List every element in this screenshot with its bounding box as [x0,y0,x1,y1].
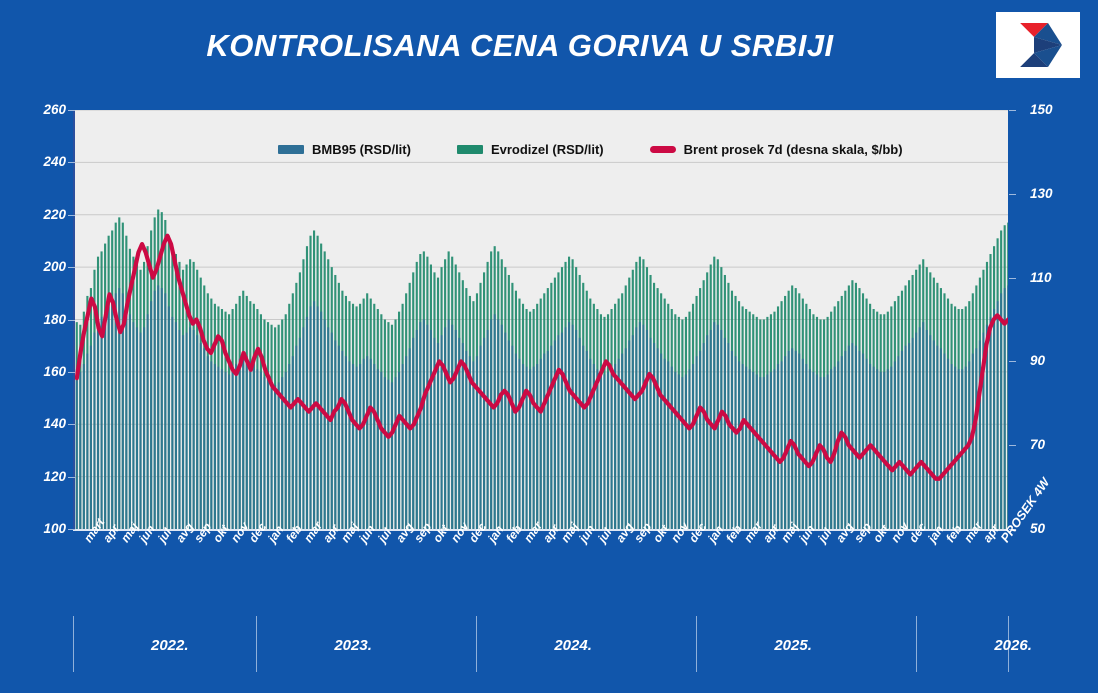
y-left-tickmark [68,424,75,426]
y-left-tickmark [68,110,75,111]
year-label-2022: 2022. [151,637,189,654]
y-left-tick-120: 120 [43,468,66,484]
series-bmb95-bars [75,285,1008,529]
y-left-tickmark [68,214,75,216]
y-right-tick-90: 90 [1030,353,1046,369]
legend: BMB95 (RSD/lit) Evrodizel (RSD/lit) Bren… [278,142,903,157]
year-label-2024: 2024. [554,637,592,654]
y-right-tick-70: 70 [1030,437,1046,453]
y-right-tickmark [1009,529,1016,530]
y-left-tick-160: 160 [43,363,66,379]
legend-label-bmb95: BMB95 (RSD/lit) [312,142,411,157]
year-separator [916,616,918,672]
legend-swatch-evrodizel [456,145,483,154]
legend-swatch-bmb95 [278,145,304,154]
legend-item-evrodizel: Evrodizel (RSD/lit) [456,142,604,157]
y-left-tickmark [68,319,75,321]
x-axis [73,529,1008,531]
legend-label-brent: Brent prosek 7d (desna skala, $/bb) [683,142,903,157]
series-brent-line [75,233,1008,481]
y-right-tick-110: 110 [1030,269,1052,285]
legend-item-bmb95: BMB95 (RSD/lit) [278,142,411,157]
year-separator [476,616,478,672]
legend-label-evrodizel: Evrodizel (RSD/lit) [490,142,604,157]
nis-logo-icon [1020,23,1062,67]
year-label-2025: 2025. [774,637,812,654]
year-separator [696,616,698,672]
y-left-tick-140: 140 [43,416,66,432]
y-left-tick-100: 100 [43,521,66,536]
year-separator [73,616,74,672]
y-left-tick-200: 200 [43,259,66,275]
y-left-tick-260: 260 [43,102,66,117]
gridlines [75,110,1008,478]
legend-swatch-brent [649,146,676,153]
chart-canvas [75,110,1008,529]
year-label-2026: 2026. [994,637,1032,654]
y-left-tick-240: 240 [43,154,66,170]
y-right-tick-50: 50 [1030,521,1046,536]
y-left-tickmark [68,162,75,164]
year-label-2023: 2023. [334,637,372,654]
year-separator [1008,616,1009,672]
plot-area [73,110,1008,529]
y-right-tickmark [1009,445,1016,447]
year-separator [256,616,258,672]
y-left-tickmark [68,529,75,530]
y-right-tickmark [1009,110,1016,111]
nis-logo [996,12,1080,78]
y-left-tick-220: 220 [43,206,66,222]
y-right-tickmark [1009,277,1016,279]
y-left-tickmark [68,371,75,373]
y-right-tick-130: 130 [1030,185,1053,201]
y-left-tickmark [68,476,75,478]
y-right-tick-150: 150 [1030,102,1053,117]
y-left-tick-180: 180 [43,311,66,327]
y-right-tickmark [1009,361,1016,363]
page-title: KONTROLISANA CENA GORIVA U SRBIJI [206,28,834,63]
legend-item-brent: Brent prosek 7d (desna skala, $/bb) [649,142,903,157]
y-left-tickmark [68,267,75,269]
y-right-tickmark [1009,193,1016,195]
